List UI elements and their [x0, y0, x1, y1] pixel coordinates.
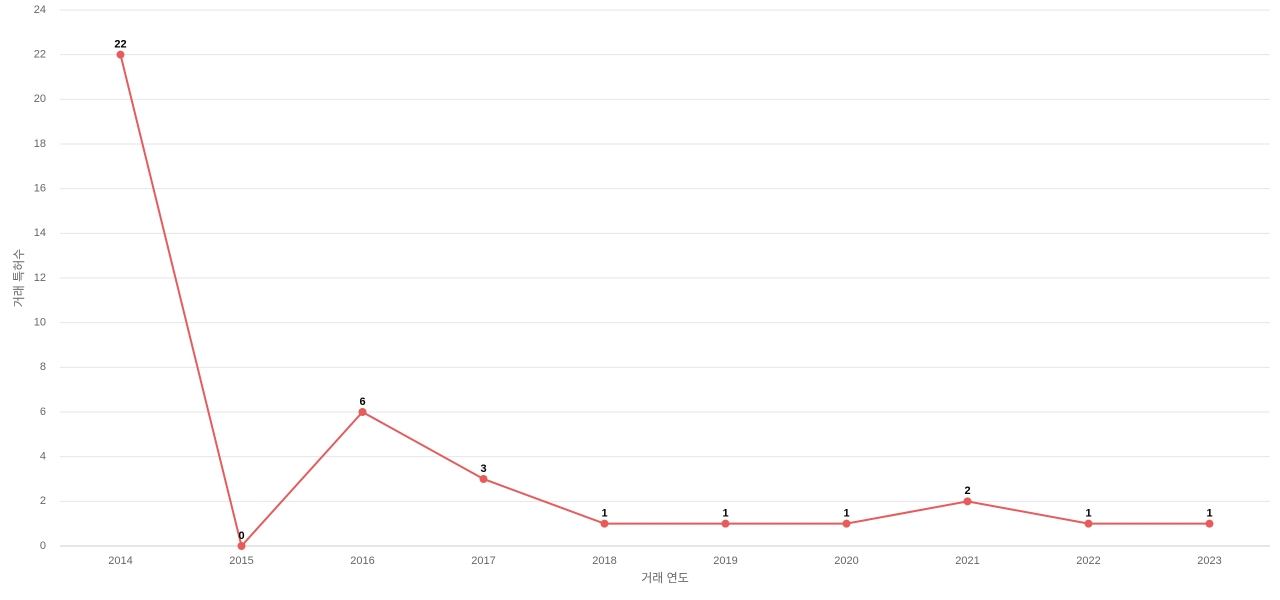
y-tick-label: 22	[34, 49, 46, 61]
y-tick-label: 4	[40, 451, 46, 463]
y-tick-label: 18	[34, 138, 46, 150]
x-tick-label: 2021	[955, 555, 979, 567]
x-tick-label: 2023	[1197, 555, 1221, 567]
data-label: 1	[722, 508, 728, 520]
y-tick-label: 6	[40, 406, 46, 418]
y-tick-label: 8	[40, 361, 46, 373]
x-tick-label: 2022	[1076, 555, 1100, 567]
y-axis-label: 거래 특허수	[12, 249, 26, 308]
data-label: 6	[359, 396, 365, 408]
y-tick-label: 20	[34, 93, 46, 105]
data-point	[600, 519, 609, 528]
data-label: 1	[601, 508, 607, 520]
x-tick-label: 2015	[229, 555, 253, 567]
data-label: 1	[1085, 508, 1091, 520]
x-tick-label: 2019	[713, 555, 737, 567]
data-label: 22	[114, 39, 126, 51]
y-tick-label: 10	[34, 317, 46, 329]
y-tick-label: 2	[40, 495, 46, 507]
x-tick-label: 2018	[592, 555, 616, 567]
data-point	[721, 519, 730, 528]
y-tick-label: 12	[34, 272, 46, 284]
data-label: 3	[480, 463, 486, 475]
x-axis-label: 거래 연도	[641, 571, 689, 585]
data-label: 1	[1206, 508, 1212, 520]
data-line	[119, 54, 1210, 549]
data-point	[1205, 519, 1214, 528]
x-tick-label: 2020	[834, 555, 858, 567]
y-tick-label: 16	[34, 183, 46, 195]
data-point	[237, 542, 246, 550]
data-point	[1084, 519, 1093, 528]
data-label: 1	[843, 508, 849, 520]
data-point	[842, 519, 851, 528]
data-point	[963, 497, 972, 506]
data-label: 0	[238, 530, 244, 542]
x-tick-label: 2016	[350, 555, 374, 567]
y-tick-label: 14	[34, 227, 46, 239]
data-label: 2	[964, 485, 970, 497]
x-tick-label: 2017	[471, 555, 495, 567]
y-tick-label: 24	[34, 4, 46, 16]
data-point	[116, 50, 125, 59]
y-tick-label: 0	[40, 540, 46, 552]
data-point	[479, 475, 488, 483]
data-point	[358, 408, 367, 416]
x-tick-label: 2014	[108, 555, 132, 567]
